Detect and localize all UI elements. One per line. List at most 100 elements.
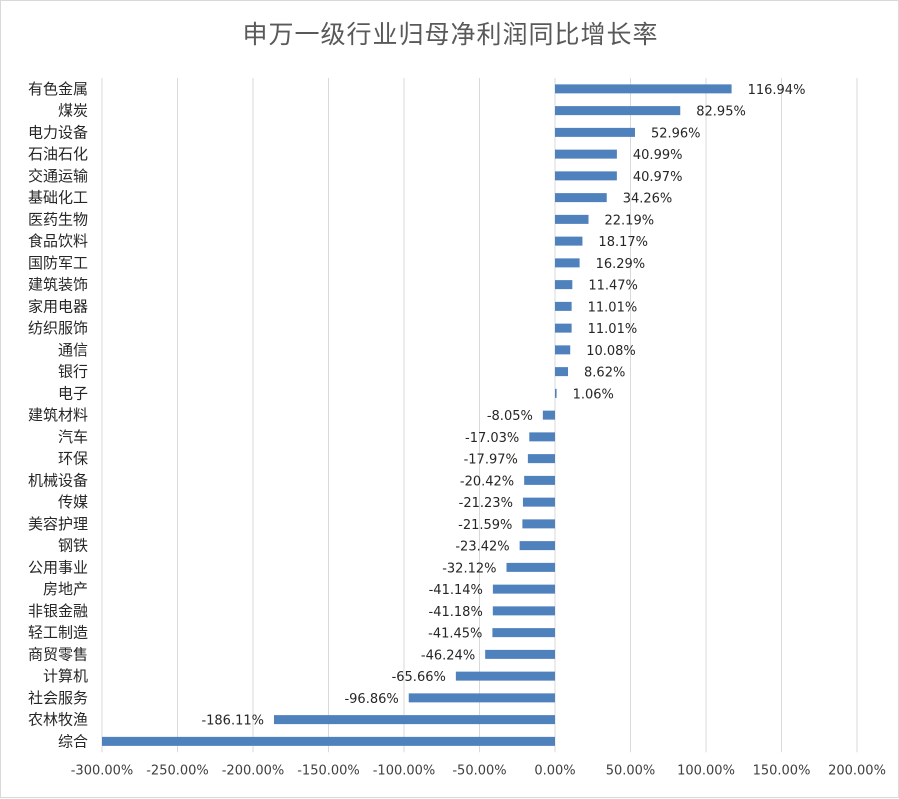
category-label: 社会服务 (28, 689, 88, 707)
data-label: -41.45% (428, 627, 482, 642)
bars (102, 84, 732, 746)
bar (555, 149, 617, 159)
data-label: 52.96% (651, 126, 701, 141)
data-labels: 116.94%82.95% 52.96% 40.99% 40.97% 34.26% 22.… (201, 83, 805, 729)
x-tick-label: -200.00% (222, 763, 285, 778)
category-label: 石油石化 (28, 145, 88, 163)
data-label: 10.08% (586, 344, 636, 359)
bar (555, 171, 617, 181)
category-label: 环保 (58, 450, 88, 468)
x-tick-label: 200.00% (828, 763, 886, 778)
bar (555, 345, 571, 355)
data-label: 34.26% (623, 192, 673, 207)
data-label: 16.29% (596, 257, 646, 272)
category-label: 钢铁 (58, 537, 88, 555)
data-label: 18.17% (598, 235, 648, 250)
category-label: 交通运输 (28, 167, 88, 185)
x-tick-label: 0.00% (534, 763, 575, 778)
bar (102, 736, 555, 746)
category-label: 电子 (58, 384, 88, 402)
bar (555, 367, 569, 377)
bar (555, 106, 681, 116)
category-labels: 有色金属煤炭电力设备石油石化交通运输基础化工医药生物食品饮料国防军工建筑装饰家用… (28, 80, 88, 751)
category-label: 国防军工 (28, 254, 88, 272)
x-tick-label: -50.00% (452, 763, 506, 778)
category-label: 传媒 (58, 493, 88, 511)
data-label: -23.42% (455, 540, 509, 555)
bar (273, 715, 555, 725)
bar (492, 628, 555, 638)
bar (519, 541, 555, 551)
data-label: -21.59% (458, 518, 512, 533)
data-label: -41.14% (429, 583, 483, 598)
data-label: -65.66% (392, 670, 446, 685)
bar (555, 323, 572, 333)
bar (408, 693, 555, 703)
bar (555, 127, 635, 137)
bar (555, 84, 732, 94)
category-label: 家用电器 (28, 297, 88, 315)
bar (524, 475, 555, 485)
data-label: 8.62% (584, 366, 625, 381)
x-tick-label: 100.00% (677, 763, 735, 778)
x-tick-label: -100.00% (373, 763, 436, 778)
data-label: -17.03% (465, 431, 519, 446)
data-label: 11.47% (588, 279, 638, 294)
data-label: 116.94% (748, 83, 806, 98)
bar (522, 519, 555, 529)
data-label: -8.05% (487, 409, 533, 424)
data-label: -41.18% (429, 605, 483, 620)
x-tick-label: -300.00% (71, 763, 134, 778)
data-label: -21.23% (459, 496, 513, 511)
data-label: -96.86% (344, 692, 398, 707)
data-label: -186.11% (201, 714, 264, 729)
bar (555, 280, 573, 290)
bar (485, 649, 555, 659)
data-label: 82.95% (696, 105, 746, 120)
category-label: 农林牧渔 (28, 711, 88, 729)
grid-lines (101, 78, 858, 753)
bar (492, 606, 555, 616)
data-label: -20.42% (460, 474, 514, 489)
bar (455, 671, 555, 681)
data-label: -46.24% (421, 648, 475, 663)
bar (555, 388, 557, 398)
category-label: 非银金融 (28, 602, 88, 620)
category-label: 电力设备 (28, 123, 88, 141)
bar (542, 410, 555, 420)
category-label: 计算机 (43, 667, 88, 685)
category-label: 食品饮料 (28, 232, 88, 250)
x-tick-label: 150.00% (753, 763, 811, 778)
bar (522, 497, 555, 507)
x-tick-label: -150.00% (297, 763, 360, 778)
category-label: 汽车 (58, 428, 88, 446)
category-label: 建筑装饰 (28, 276, 88, 294)
bar (506, 562, 555, 572)
category-label: 综合 (58, 732, 88, 750)
bar (529, 432, 555, 442)
category-label: 房地产 (43, 580, 88, 598)
data-label: 11.01% (588, 322, 638, 337)
bar (555, 301, 572, 311)
data-label: 40.99% (633, 148, 683, 163)
category-label: 银行 (58, 363, 88, 381)
bar (555, 193, 607, 203)
data-label: 11.01% (588, 300, 638, 315)
bar (555, 214, 589, 224)
data-label: 1.06% (573, 387, 614, 402)
category-label: 公用事业 (28, 558, 88, 576)
category-label: 基础化工 (28, 189, 88, 207)
category-label: 机械设备 (28, 471, 88, 489)
category-label: 轻工制造 (28, 624, 88, 642)
category-label: 建筑材料 (28, 406, 88, 424)
category-label: 纺织服饰 (28, 319, 88, 337)
category-label: 医药生物 (28, 210, 88, 228)
data-label: 40.97% (633, 170, 683, 185)
bar (555, 236, 583, 246)
bar (527, 454, 555, 464)
category-label: 美容护理 (28, 515, 88, 533)
bar (555, 258, 580, 268)
data-label: -17.97% (464, 453, 518, 468)
